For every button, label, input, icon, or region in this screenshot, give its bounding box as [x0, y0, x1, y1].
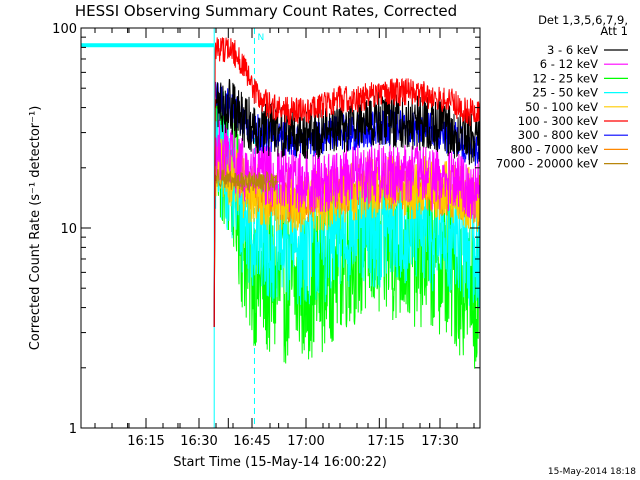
saa-bar-0 — [81, 43, 215, 48]
x-tick-label: 17:30 — [421, 434, 458, 449]
legend-label-25-50-kev: 25 - 50 keV — [532, 86, 598, 100]
y-axis: 1 10 100 — [52, 22, 480, 437]
y-tick-label: 100 — [52, 22, 77, 37]
series-line-25-50-kev — [213, 105, 480, 328]
x-tick-label: 17:15 — [367, 434, 404, 449]
legend-header: Det 1,3,5,6,7,9, — [538, 13, 628, 27]
x-tick-label: 16:45 — [233, 434, 270, 449]
marker-label-0: N — [257, 33, 264, 43]
x-axis-label: Start Time (15-May-14 16:00:22) — [173, 455, 387, 470]
y-tick-label: 1 — [69, 422, 77, 437]
footer-timestamp: 15-May-2014 18:18 — [548, 467, 636, 477]
series-line-7000-20000-kev — [213, 169, 279, 328]
series-line-6-12-kev — [213, 119, 480, 328]
series-line-12-25-kev — [213, 91, 480, 369]
x-axis: 16:15 16:30 16:45 17:00 17:15 17:30 — [94, 28, 475, 449]
y-axis-label: Corrected Count Rate (s⁻¹ detector⁻¹) — [28, 106, 43, 351]
legend-label-800-7000-kev: 800 - 7000 keV — [510, 142, 598, 156]
chart-title: HESSI Observing Summary Count Rates, Cor… — [75, 2, 457, 20]
legend-header: Att 1 — [600, 24, 628, 38]
y-tick-label: 10 — [60, 222, 77, 237]
legend-label-7000-20000-kev: 7000 - 20000 keV — [496, 157, 598, 171]
plot-area: N — [80, 27, 481, 429]
legend-label-100-300-kev: 100 - 300 keV — [518, 114, 598, 128]
legend-label-3-6-kev: 3 - 6 keV — [547, 43, 598, 57]
series-line-100-300-kev — [213, 37, 480, 328]
legend-label-12-25-kev: 12 - 25 keV — [532, 71, 598, 85]
x-tick-label: 16:30 — [180, 434, 217, 449]
legend-label-300-800-kev: 300 - 800 keV — [518, 128, 598, 142]
legend-label-50-100-kev: 50 - 100 keV — [525, 100, 598, 114]
legend-label-6-12-kev: 6 - 12 keV — [540, 57, 598, 71]
x-tick-label: 16:15 — [127, 434, 164, 449]
x-tick-label: 17:00 — [287, 434, 324, 449]
series-line-3-6-kev — [213, 78, 480, 328]
